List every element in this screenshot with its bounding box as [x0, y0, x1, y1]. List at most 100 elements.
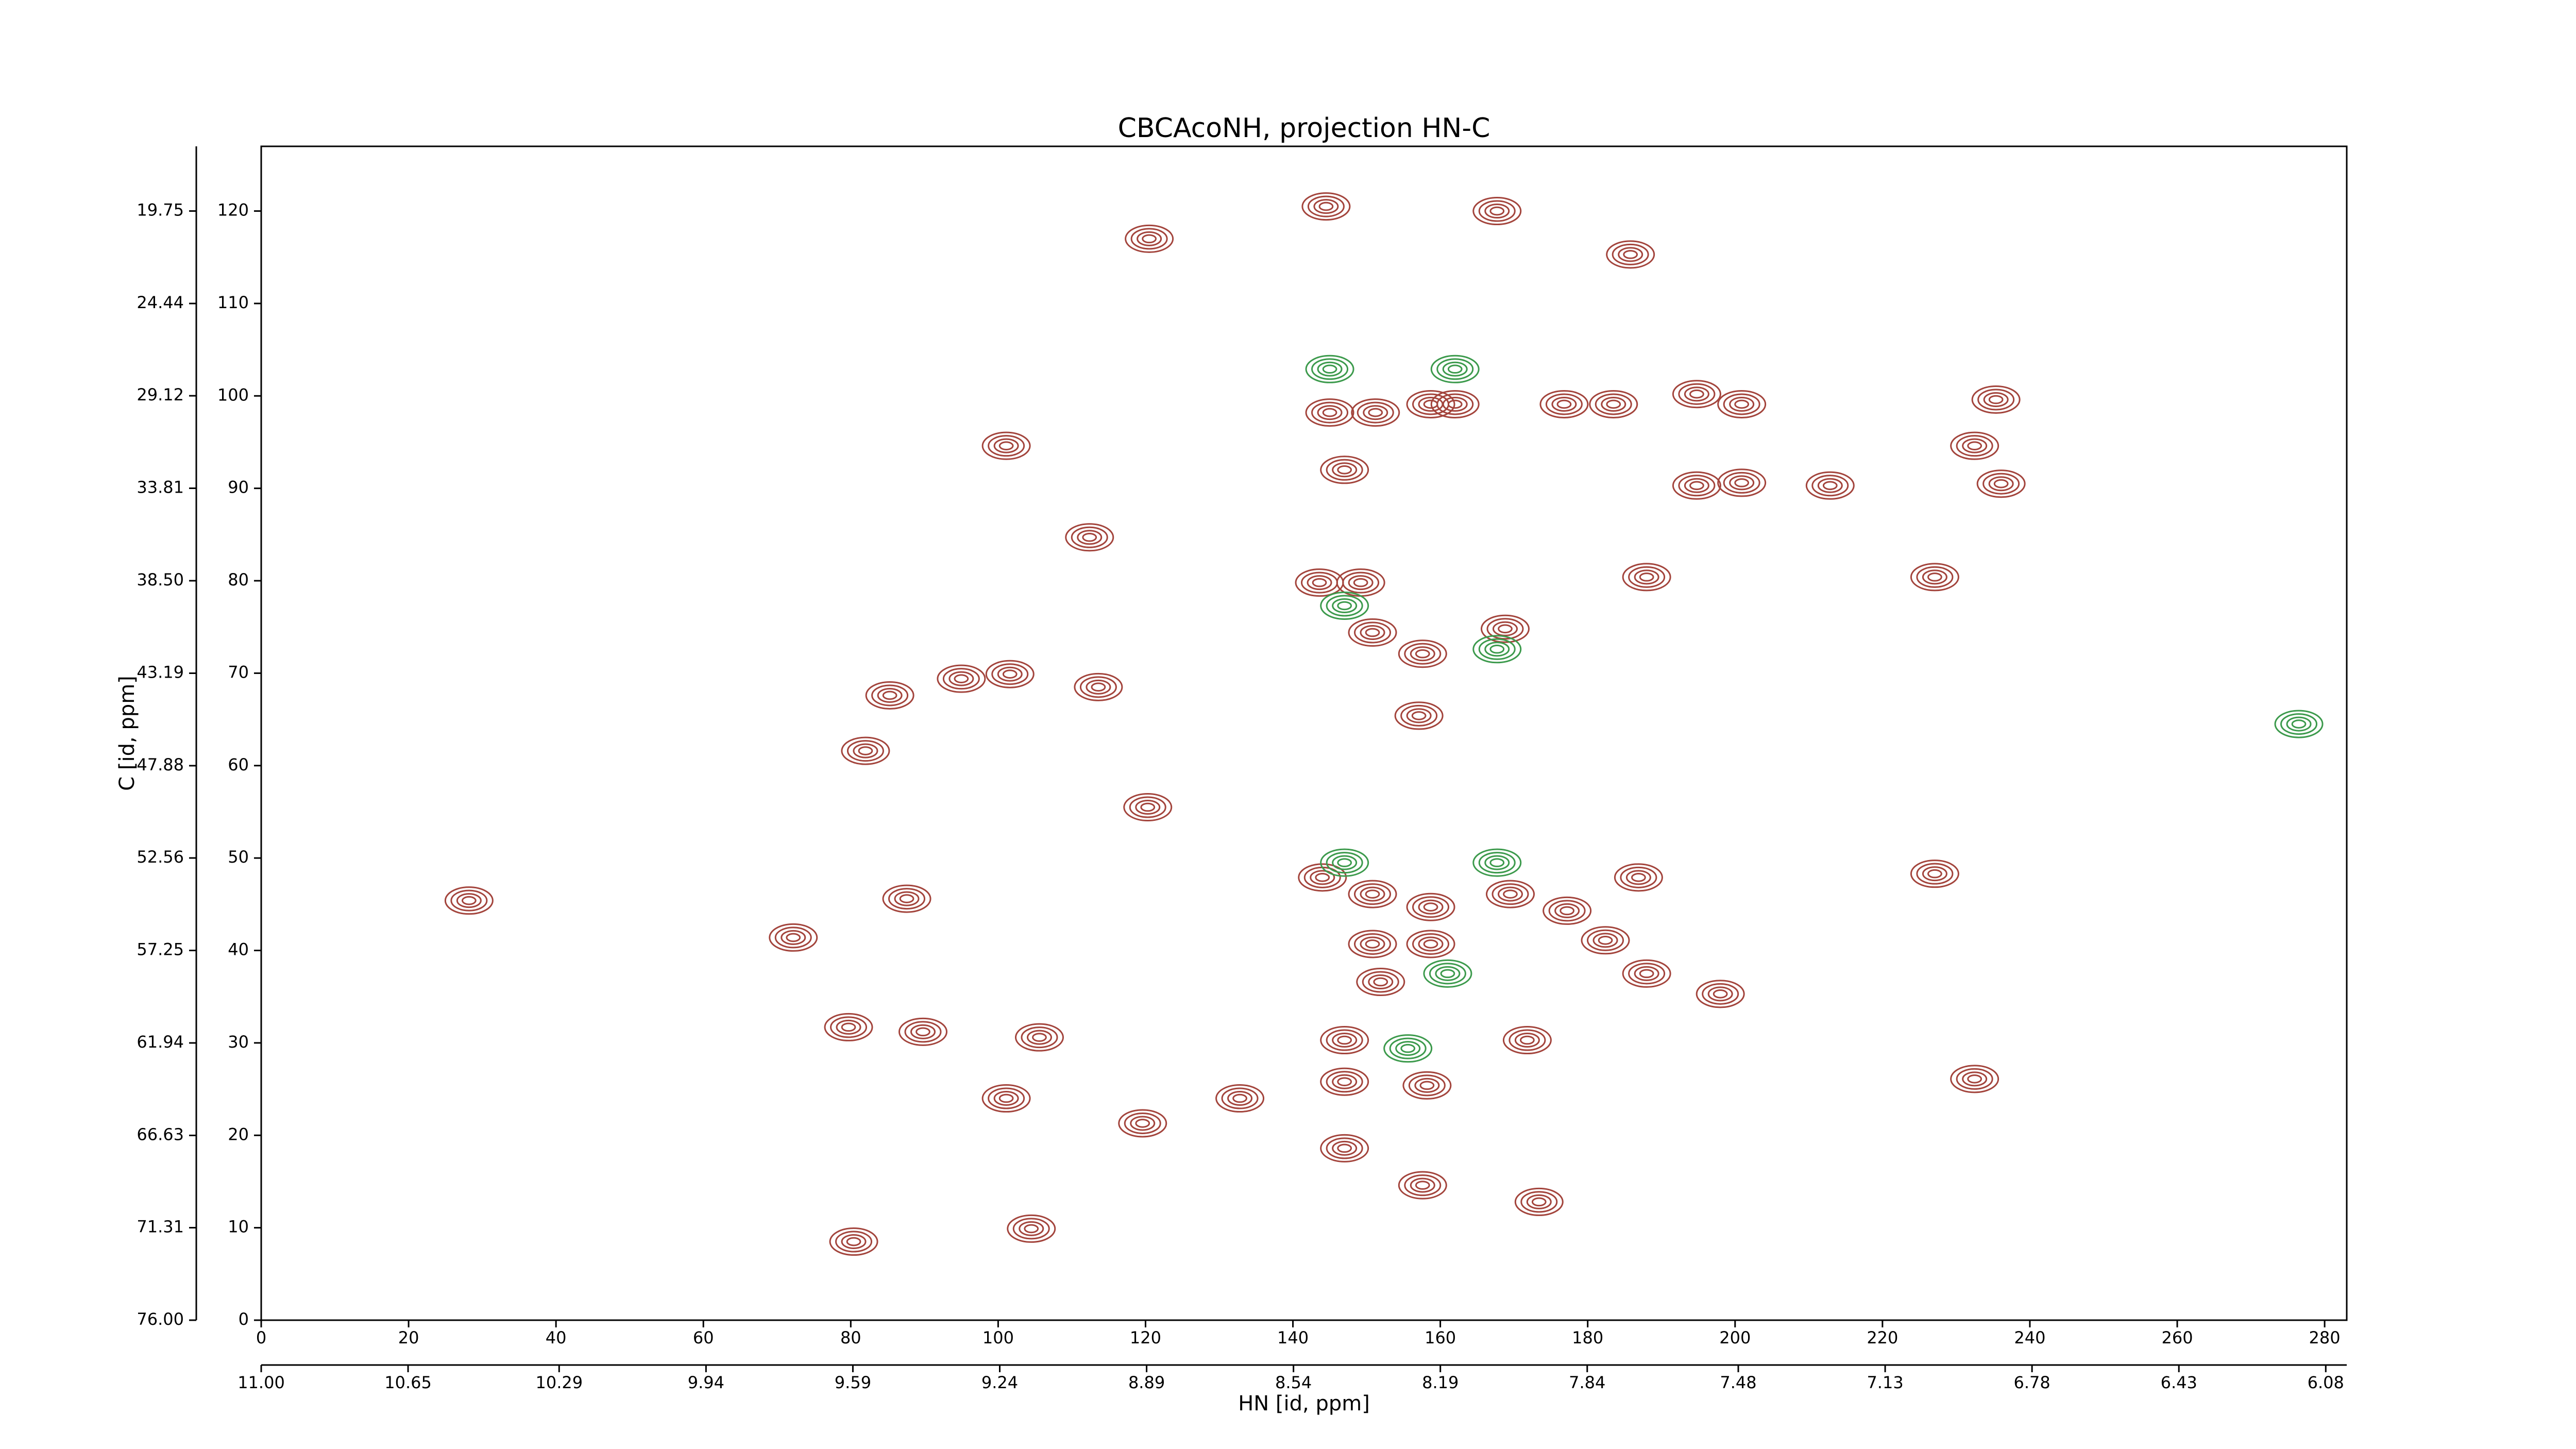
- contour-ring: [1307, 575, 1332, 591]
- contour-ring: [1489, 206, 1505, 216]
- contour-ring: [461, 896, 477, 905]
- contour-ring: [1232, 1093, 1247, 1103]
- contour-ring: [1332, 598, 1358, 613]
- contour-ring: [1486, 880, 1535, 908]
- contour-ring: [1717, 390, 1767, 418]
- contour-ring: [1332, 1074, 1358, 1089]
- contour-ring: [1967, 1074, 1982, 1084]
- contour-ring: [1326, 595, 1363, 617]
- contour-ring: [841, 1022, 856, 1032]
- contour-ring: [841, 1234, 867, 1250]
- contour-ring: [1320, 591, 1369, 620]
- contour-ring: [898, 1017, 947, 1046]
- contour-ring: [1436, 393, 1474, 415]
- contour-ring: [1398, 1171, 1447, 1200]
- y-tick-label: 110: [217, 293, 249, 312]
- contour-ring: [1993, 479, 2009, 488]
- contour-ring: [1729, 475, 1755, 491]
- contour-ring: [1362, 971, 1399, 993]
- contour-ring: [1312, 578, 1327, 587]
- contour-ring: [1631, 873, 1646, 882]
- contour-ring: [2280, 713, 2318, 735]
- contour-ring: [871, 684, 909, 706]
- contour-ring: [1634, 569, 1659, 585]
- x-tick-label: 120: [1130, 1328, 1161, 1347]
- contour-ring: [1014, 1023, 1064, 1052]
- contour-ring: [1118, 1109, 1167, 1138]
- contour-ring: [1514, 1187, 1564, 1216]
- contour-ring: [1962, 1071, 1988, 1087]
- contour-ring: [1606, 240, 1655, 269]
- contour-ring: [1489, 858, 1505, 867]
- x2-tick-label: 6.08: [2308, 1373, 2344, 1392]
- contour-ring: [1415, 649, 1430, 659]
- contour-ring: [1320, 456, 1369, 484]
- contour-ring: [1406, 892, 1455, 921]
- contour-ring: [1412, 896, 1450, 918]
- contour-ring: [2291, 719, 2307, 729]
- contour-ring: [1398, 639, 1447, 668]
- contour-ring: [1927, 572, 1942, 582]
- contour-ring: [988, 435, 1025, 457]
- contour-ring: [1140, 802, 1156, 812]
- contour-ring: [1322, 364, 1337, 374]
- contour-ring: [1406, 930, 1455, 958]
- contour-ring: [1142, 234, 1157, 244]
- y-tick-label: 30: [228, 1032, 249, 1052]
- contour-ring: [942, 668, 980, 690]
- contour-ring: [1548, 900, 1586, 922]
- x2-tick-label: 7.48: [1720, 1373, 1756, 1392]
- contour-ring: [1419, 1081, 1435, 1090]
- contour-ring: [1922, 569, 1947, 585]
- contour-ring: [1408, 1074, 1446, 1097]
- contour-ring: [1305, 398, 1354, 427]
- contour-ring: [1215, 1084, 1265, 1113]
- contour-ring: [1614, 863, 1663, 892]
- x-tick-label: 280: [2309, 1328, 2341, 1347]
- contour-ring: [1326, 1029, 1363, 1051]
- contour-ring: [1130, 228, 1168, 250]
- contour-ring: [1514, 1033, 1540, 1048]
- contour-ring: [993, 1091, 1019, 1106]
- contour-ring: [1639, 572, 1654, 582]
- contour-ring: [1404, 643, 1442, 665]
- contour-ring: [1498, 886, 1523, 902]
- x2-tick-label: 8.19: [1422, 1373, 1459, 1392]
- x-tick-label: 260: [2161, 1328, 2193, 1347]
- contour-ring: [1332, 462, 1358, 478]
- x-tick-label: 40: [546, 1328, 567, 1347]
- contour-ring: [1423, 939, 1438, 949]
- y2-tick-label: 47.88: [137, 755, 184, 774]
- y-tick-label: 120: [217, 200, 249, 220]
- contour-ring: [1354, 883, 1392, 905]
- contour-ring: [1395, 1041, 1421, 1056]
- contour-ring: [1509, 1029, 1546, 1051]
- contour-ring: [1135, 1119, 1150, 1128]
- contour-ring: [1623, 250, 1638, 259]
- contour-ring: [1622, 563, 1671, 592]
- contour-ring: [1480, 614, 1530, 643]
- contour-ring: [1817, 478, 1843, 493]
- contour-ring: [835, 1231, 873, 1253]
- x2-tick-label: 7.84: [1569, 1373, 1605, 1392]
- contour-ring: [1811, 475, 1849, 497]
- contour-ring: [1430, 355, 1480, 383]
- contour-ring: [1326, 1071, 1363, 1093]
- contour-ring: [846, 740, 884, 762]
- y-tick-label: 100: [217, 385, 249, 405]
- contour-ring: [1503, 889, 1518, 899]
- x2-tick-label: 10.65: [384, 1373, 432, 1392]
- contour-ring: [1478, 200, 1516, 222]
- contour-ring: [1414, 1077, 1440, 1093]
- contour-ring: [829, 1227, 878, 1256]
- contour-ring: [1440, 969, 1455, 979]
- x-tick-label: 220: [1867, 1328, 1898, 1347]
- contour-ring: [1950, 1065, 1999, 1093]
- contour-ring: [846, 1237, 861, 1246]
- contour-ring: [1922, 866, 1947, 882]
- contour-ring: [830, 1016, 868, 1038]
- contour-ring: [1337, 465, 1352, 475]
- contour-ring: [1734, 399, 1750, 409]
- contour-ring: [836, 1019, 861, 1035]
- contour-ring: [1442, 361, 1468, 377]
